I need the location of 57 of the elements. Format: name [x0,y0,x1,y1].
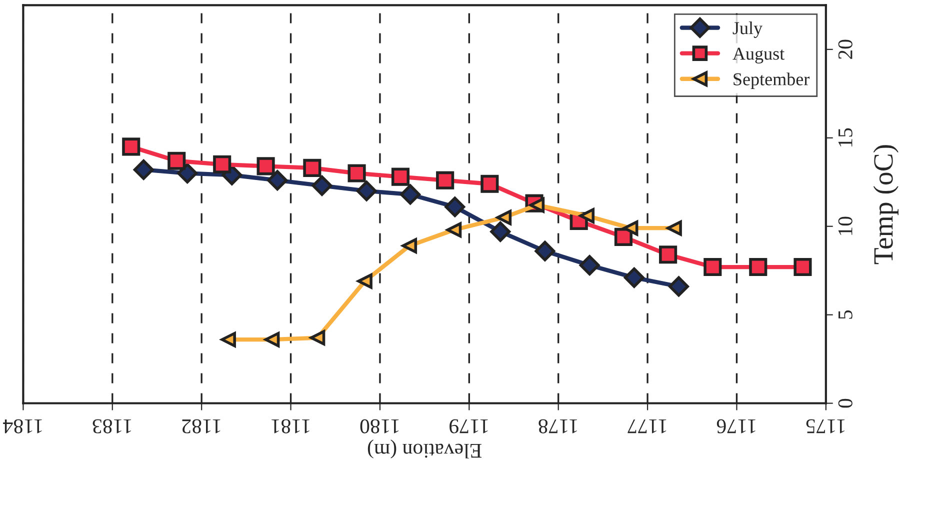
point [168,152,186,170]
y-tick-label: 15 [838,128,852,146]
x-tick-label: 1175 [806,419,845,434]
point [267,170,288,191]
point [312,175,332,196]
point [444,196,466,218]
point [794,258,812,276]
point [310,330,326,346]
point [579,208,595,224]
point [356,180,377,202]
x-axis-title: Elevation (m) [368,440,482,458]
x-tick-label: 1177 [628,420,666,434]
x-tick-label: 1181 [272,419,310,434]
point [133,159,154,180]
point [357,274,372,289]
point [213,155,232,174]
point [704,258,722,276]
point [220,332,236,348]
point [534,240,556,262]
point [122,138,140,156]
point [264,332,280,348]
x-tick-label: 1178 [538,419,577,434]
legend-label: July [732,22,762,38]
point [622,220,638,236]
point [480,174,499,193]
point [348,164,366,182]
y-tick-label: 10 [838,216,852,235]
point [659,246,678,264]
point [668,276,689,297]
legend-label: August [732,48,785,64]
point [402,238,418,254]
y-tick-label: 20 [838,40,852,59]
x-tick-label: 1184 [3,419,42,434]
point [177,163,198,184]
y-axis-title: Temp (oC) [873,145,898,264]
point [529,197,545,213]
point [624,267,644,288]
point [749,258,768,276]
point [303,158,322,177]
point [614,228,632,246]
x-tick-label: 1176 [716,419,756,434]
x-tick-label: 1179 [450,419,488,434]
point [446,222,462,238]
y-tick-label: 0 [838,398,852,408]
y-tick-label: 5 [838,310,852,319]
x-tick-label: 1182 [182,419,220,434]
x-tick-label: 1183 [92,419,131,434]
point [256,157,275,176]
point [400,184,421,205]
legend-label: September [734,72,810,90]
point [391,168,410,186]
point [666,220,682,236]
point [436,171,454,190]
x-tick-label: 1180 [360,419,399,434]
point [579,255,600,276]
point [490,221,511,242]
point [496,210,512,226]
